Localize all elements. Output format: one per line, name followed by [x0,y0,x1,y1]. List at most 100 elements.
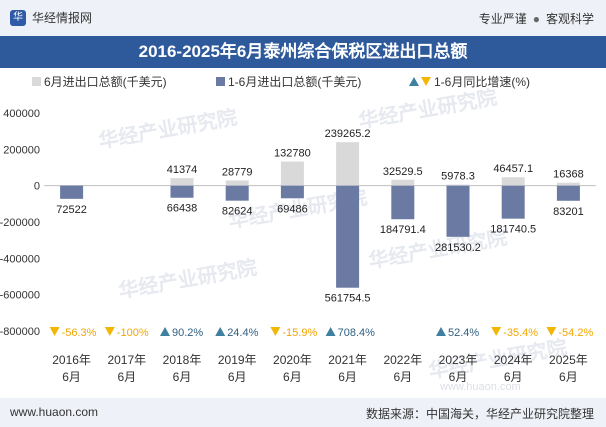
y-tick-label: -600000 [0,290,40,302]
x-tick-label-year: 2022年 [383,353,422,367]
x-tick-label-month: 6月 [228,370,247,384]
watermark-text: 华经产业研究院 [117,255,259,303]
x-tick-label-year: 2021年 [328,353,367,367]
y-tick-label: 200000 [3,144,40,156]
bar-cumulative-label: 184791.4 [380,224,426,236]
bar-cumulative [60,185,84,199]
y-tick-label: 0 [34,181,40,193]
growth-up-icon [160,327,170,336]
legend-june-swatch [32,77,41,86]
growth-label: -54.2% [558,327,593,339]
legend-cumulative-label: 1-6月进出口总额(千美元) [228,75,361,89]
bar-june [391,179,415,186]
growth-down-icon [49,327,60,336]
growth-down-icon [546,327,557,336]
bar-cumulative [446,185,470,237]
bar-june [336,142,360,186]
legend-growth-up-icon [409,77,419,86]
chart-area: 华经产业研究院 华经产业研究院华经产业研究院华经产业研究院华经产业研究院华经产业研… [0,75,596,393]
x-tick-label-year: 2023年 [439,353,478,367]
bar-june-label: 46457.1 [493,163,533,175]
brand-name: 华经情报网 [32,11,93,25]
bar-june [501,177,525,186]
bar-june-label: 132780 [274,148,311,160]
growth-label: -35.4% [503,327,538,339]
bar-cumulative [501,185,525,219]
x-tick-label-year: 2018年 [163,353,202,367]
x-tick-label-month: 6月 [559,370,578,384]
growth-down-icon [104,327,115,336]
watermark-url: www.huaon.com [439,381,521,393]
x-tick-label-year: 2024年 [494,353,533,367]
bar-cumulative-label: 66438 [167,203,198,215]
bar-cumulative [225,185,249,201]
bar-june-label: 5978.3 [441,171,475,183]
bar-june-label: 28779 [222,166,253,178]
x-tick-label-year: 2025年 [549,353,588,367]
bar-cumulative [170,185,194,198]
bar-june [225,180,249,186]
legend-june-label: 6月进出口总额(千美元) [44,75,167,89]
bar-june-label: 41374 [167,164,198,176]
legend-growth-down-icon [421,77,431,86]
bar-cumulative-label: 82624 [222,206,253,218]
bar-june [170,178,194,186]
bar-cumulative-label: 69486 [277,203,308,215]
title-bar: 2016-2025年6月泰州综合保税区进出口总额 [0,36,606,68]
bar-june-label: 32529.5 [383,166,423,178]
x-tick-label-month: 6月 [173,370,192,384]
x-tick-label-year: 2016年 [52,353,91,367]
x-tick-label-month: 6月 [283,370,302,384]
growth-label: 708.4% [338,327,376,339]
x-tick-label-month: 6月 [338,370,357,384]
growth-label: 24.4% [227,327,258,339]
bar-june [556,182,580,186]
y-tick-label: -400000 [0,253,40,265]
x-tick-label-month: 6月 [62,370,81,384]
bar-cumulative [336,185,360,288]
growth-label: 90.2% [172,327,203,339]
tag-objective: 客观科学 [545,12,594,26]
footer-website: www.huaon.com [10,405,99,419]
header-tags: 专业严谨 ● 客观科学 [479,10,594,27]
bar-cumulative-label: 83201 [553,206,584,218]
x-tick-label-year: 2020年 [273,353,312,367]
growth-up-icon [215,327,226,336]
growth-label: -100% [117,327,149,339]
growth-down-icon [270,327,281,336]
growth-up-icon [436,327,446,336]
x-tick-label-year: 2017年 [107,353,146,367]
legend-cumulative-swatch [216,77,225,86]
bar-cumulative-label: 72522 [56,204,87,216]
chart-title: 2016-2025年6月泰州综合保税区进出口总额 [138,42,468,61]
growth-up-icon [325,327,336,336]
growth-label: -56.3% [62,327,97,339]
watermark-text: 华经产业研究院 [97,105,239,153]
x-tick-label-month: 6月 [449,370,468,384]
growth-label: -15.9% [282,327,317,339]
tag-professional: 专业严谨 [478,12,527,26]
bar-cumulative-label: 281530.2 [435,242,481,254]
x-tick-label-year: 2019年 [218,353,257,367]
brand-logo-icon: 华 [10,9,26,26]
footer-bar: www.huaon.com 数据来源：中国海关，华经产业研究院整理 [0,398,606,427]
watermark-text: 华经产业研究院 [357,85,499,133]
y-tick-label: 400000 [3,108,40,120]
bar-cumulative [391,185,415,220]
x-tick-label-month: 6月 [117,370,136,384]
bar-cumulative [280,185,304,199]
bar-cumulative [556,185,580,201]
top-bar: 华 华经情报网 专业严谨 ● 客观科学 [0,0,606,36]
bar-cumulative-label: 561754.5 [325,293,371,305]
x-tick-label-month: 6月 [393,370,412,384]
growth-down-icon [491,327,502,336]
bar-cumulative-label: 181740.5 [490,224,536,236]
bar-june [280,161,304,186]
growth-label: 52.4% [448,327,479,339]
separator-dot-icon: ● [532,11,540,26]
footer-source: 数据来源：中国海关，华经产业研究院整理 [365,407,594,421]
brand: 华 华经情报网 [10,9,92,26]
bar-june-label: 16368 [553,169,584,181]
y-tick-label: -800000 [0,326,40,338]
legend-growth-label: 1-6月同比增速(%) [434,75,530,89]
